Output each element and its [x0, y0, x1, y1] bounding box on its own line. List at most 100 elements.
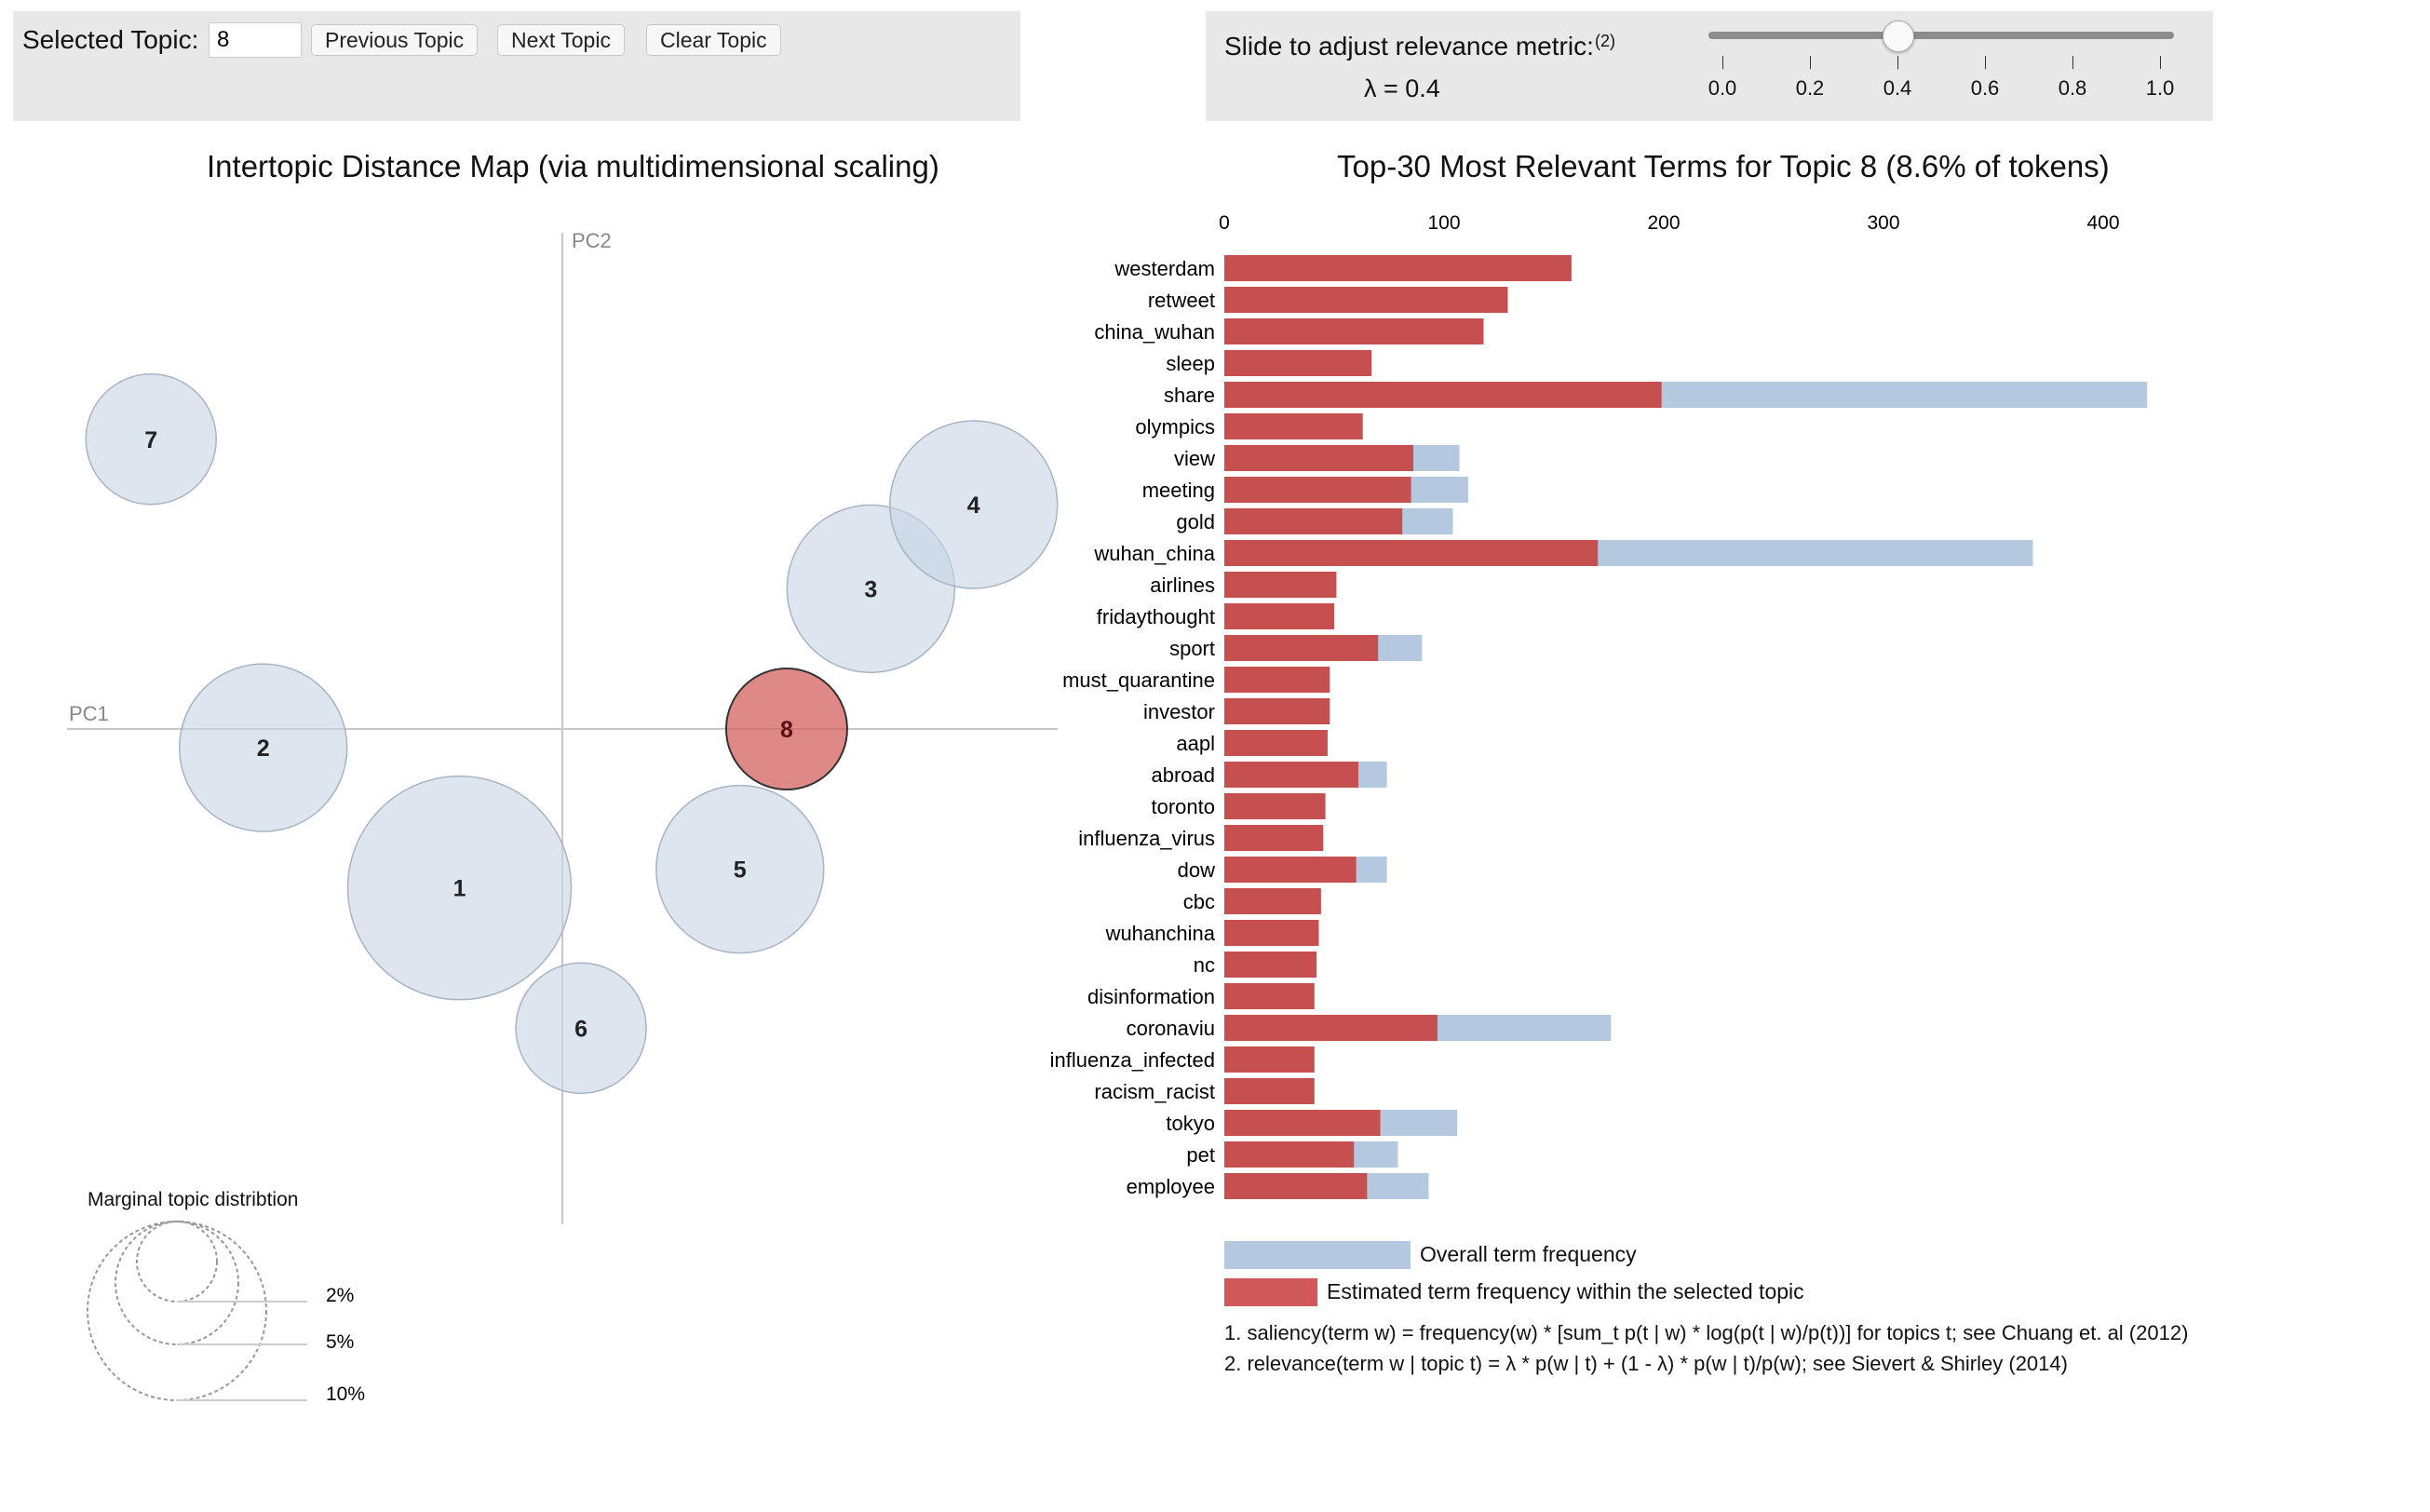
topic-frequency-bar[interactable] — [1224, 920, 1319, 946]
topic-frequency-bar[interactable] — [1224, 572, 1337, 598]
topic-frequency-bar[interactable] — [1224, 508, 1403, 534]
topic-frequency-bar[interactable] — [1224, 1015, 1438, 1041]
term-label[interactable]: gold — [1176, 510, 1215, 533]
topic-frequency-bar[interactable] — [1224, 1173, 1368, 1199]
term-label[interactable]: sport — [1169, 637, 1215, 660]
term-label[interactable]: fridaythought — [1097, 605, 1215, 628]
term-label[interactable]: share — [1164, 384, 1215, 407]
term-label[interactable]: olympics — [1135, 415, 1215, 439]
marginal-circle-2 — [136, 1221, 218, 1303]
term-label[interactable]: cbc — [1183, 890, 1215, 913]
term-label[interactable]: nc — [1194, 953, 1215, 977]
slider-tick-label: 0.8 — [2058, 76, 2087, 100]
term-label[interactable]: disinformation — [1087, 985, 1215, 1008]
term-label[interactable]: sleep — [1166, 352, 1215, 375]
slider-tick-mark — [1985, 56, 1986, 69]
next-topic-button[interactable]: Next Topic — [497, 24, 625, 56]
topic-bubble-label: 2 — [257, 736, 270, 762]
term-label[interactable]: dow — [1178, 858, 1215, 882]
term-label[interactable]: aapl — [1176, 732, 1215, 755]
legend-topic-label: Estimated term frequency within the sele… — [1327, 1279, 1804, 1303]
legend-overall-label: Overall term frequency — [1420, 1242, 1637, 1266]
slider-tick-mark — [1722, 56, 1723, 69]
slider-tick-mark — [1897, 56, 1898, 69]
bars-title: Top-30 Most Relevant Terms for Topic 8 (… — [1337, 149, 2110, 183]
topic-frequency-bar[interactable] — [1224, 287, 1508, 313]
term-label[interactable]: investor — [1143, 700, 1215, 723]
bar-axis-tick: 100 — [1427, 212, 1460, 234]
term-label[interactable]: meeting — [1142, 479, 1215, 502]
topic-frequency-bar[interactable] — [1224, 857, 1357, 883]
topic-frequency-bar[interactable] — [1224, 350, 1372, 376]
term-label[interactable]: westerdam — [1114, 257, 1215, 280]
topic-frequency-bar[interactable] — [1224, 730, 1328, 756]
topic-frequency-bar[interactable] — [1224, 888, 1321, 914]
relevance-label: Slide to adjust relevance metric: — [1224, 32, 1594, 61]
term-label[interactable]: wuhan_china — [1093, 542, 1215, 565]
topic-frequency-bar[interactable] — [1224, 983, 1315, 1009]
topic-frequency-bar[interactable] — [1224, 477, 1411, 503]
slider-tick-mark — [1810, 56, 1811, 69]
bar-axis-tick: 300 — [1867, 212, 1899, 234]
term-label[interactable]: retweet — [1148, 289, 1215, 312]
topic-frequency-bar[interactable] — [1224, 698, 1330, 724]
term-label[interactable]: view — [1174, 447, 1215, 470]
topic-frequency-bar[interactable] — [1224, 1078, 1315, 1104]
lambda-slider-track[interactable] — [1708, 32, 2174, 39]
topic-frequency-bar[interactable] — [1224, 1141, 1355, 1168]
topic-bubble-label: 7 — [144, 427, 157, 453]
term-label[interactable]: airlines — [1150, 574, 1215, 597]
marginal-circle-10 — [87, 1221, 267, 1401]
topic-frequency-bar[interactable] — [1224, 793, 1326, 819]
topic-frequency-bar[interactable] — [1224, 1046, 1315, 1073]
marginal-level-5: 5% — [326, 1331, 354, 1353]
topic-frequency-bar[interactable] — [1224, 825, 1324, 851]
topic-frequency-bar[interactable] — [1224, 1110, 1381, 1136]
bar-axis-tick: 0 — [1219, 212, 1230, 234]
term-label[interactable]: influenza_infected — [1050, 1048, 1215, 1072]
topic-frequency-bar[interactable] — [1224, 667, 1330, 693]
selected-topic-input[interactable] — [209, 22, 302, 58]
relevance-note: 2. relevance(term w | topic t) = λ * p(w… — [1224, 1352, 2068, 1375]
topic-bubble[interactable] — [889, 420, 1059, 589]
term-label[interactable]: pet — [1186, 1143, 1215, 1167]
intertopic-distance-map: PC1 PC2 1 2 3 4 5 6 7 8 Marginal topic distribt… — [67, 229, 1059, 1405]
topic-frequency-bar[interactable] — [1224, 762, 1358, 788]
topic-frequency-bar[interactable] — [1224, 255, 1572, 281]
mds-title: Intertopic Distance Map (via multidimens… — [207, 149, 939, 183]
topic-frequency-bar[interactable] — [1224, 952, 1317, 978]
marginal-level-10: 10% — [326, 1384, 365, 1405]
topic-frequency-bar[interactable] — [1224, 413, 1363, 439]
term-label[interactable]: china_wuhan — [1094, 320, 1215, 344]
topic-bubble[interactable] — [85, 373, 217, 506]
pc2-label: PC2 — [572, 229, 612, 252]
topic-bubble[interactable] — [724, 668, 848, 790]
term-label[interactable]: toronto — [1152, 795, 1216, 818]
lambda-slider-thumb[interactable] — [1883, 20, 1914, 52]
topic-control-panel: Selected Topic: Previous Topic Next Topi… — [13, 11, 1020, 121]
relevance-panel: Slide to adjust relevance metric: (2) λ … — [1206, 11, 2213, 121]
term-label[interactable]: influenza_virus — [1078, 827, 1215, 850]
topic-bubble[interactable] — [655, 784, 825, 954]
topic-frequency-bar[interactable] — [1224, 445, 1413, 471]
term-label[interactable]: abroad — [1151, 763, 1215, 787]
topic-frequency-bar[interactable] — [1224, 635, 1379, 661]
legend-overall-swatch — [1224, 1241, 1411, 1269]
topic-frequency-bar[interactable] — [1224, 382, 1662, 408]
topic-frequency-bar[interactable] — [1224, 540, 1599, 566]
term-label[interactable]: racism_racist — [1094, 1080, 1215, 1103]
term-label[interactable]: must_quarantine — [1062, 668, 1215, 692]
topic-frequency-bar[interactable] — [1224, 603, 1334, 629]
term-label[interactable]: tokyo — [1166, 1112, 1215, 1135]
previous-topic-button[interactable]: Previous Topic — [311, 24, 479, 56]
term-label[interactable]: employee — [1127, 1175, 1215, 1198]
term-label[interactable]: wuhanchina — [1105, 922, 1216, 945]
slider-tick-label: 1.0 — [2145, 76, 2175, 100]
term-label[interactable]: coronaviu — [1127, 1017, 1215, 1040]
topic-frequency-bar[interactable] — [1224, 318, 1484, 344]
topic-bubble[interactable] — [515, 962, 647, 1095]
clear-topic-button[interactable]: Clear Topic — [646, 24, 781, 56]
topic-bubble[interactable] — [346, 775, 573, 1001]
marginal-circle-5 — [115, 1221, 239, 1345]
topic-bubble[interactable] — [178, 663, 348, 832]
